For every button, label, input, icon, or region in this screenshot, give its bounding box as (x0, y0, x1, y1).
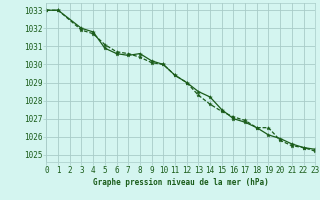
X-axis label: Graphe pression niveau de la mer (hPa): Graphe pression niveau de la mer (hPa) (93, 178, 269, 187)
